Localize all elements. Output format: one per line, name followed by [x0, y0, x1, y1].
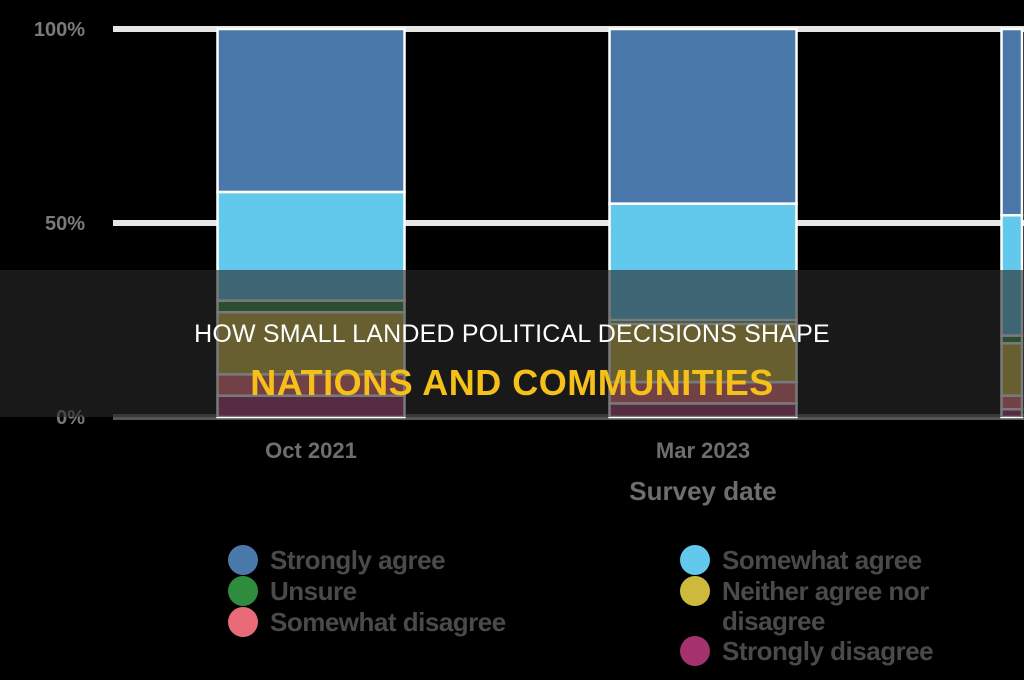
- legend-swatch: [680, 545, 710, 575]
- legend-label: Somewhat agree: [722, 545, 922, 575]
- x-axis-title: Survey date: [629, 476, 776, 506]
- legend-swatch: [228, 576, 258, 606]
- legend-label: Strongly disagree: [722, 636, 934, 666]
- legend-label: Unsure: [270, 576, 357, 606]
- bar-segment: [608, 27, 798, 205]
- bar-segment: [216, 27, 406, 194]
- headline-line-1: HOW SMALL LANDED POLITICAL DECISIONS SHA…: [194, 320, 830, 348]
- y-tick-label: 50%: [45, 213, 85, 235]
- legend-item: Somewhat agree: [680, 545, 1020, 576]
- legend-label: Somewhat disagree: [270, 607, 506, 637]
- legend-item: Somewhat disagree: [228, 607, 648, 638]
- x-tick-label: Mar 2023: [656, 438, 750, 463]
- legend-label: Strongly agree: [270, 545, 446, 575]
- legend-left-column: Strongly agree Unsure Somewhat disagree: [228, 545, 648, 638]
- legend-right-column: Somewhat agree Neither agree nor disagree…: [680, 545, 1020, 667]
- title-overlay: [0, 270, 1024, 417]
- y-tick-label: 100%: [34, 19, 85, 41]
- headline-line-2: NATIONS AND COMMUNITIES: [250, 362, 774, 403]
- x-tick-label: Oct 2021: [265, 438, 357, 463]
- legend-swatch: [228, 545, 258, 575]
- bar-segment: [1000, 27, 1024, 217]
- legend-item: Neither agree nor disagree: [680, 576, 1020, 636]
- legend-item: Strongly disagree: [680, 636, 1020, 667]
- legend-label: Neither agree nor disagree: [722, 576, 929, 636]
- legend-swatch: [680, 576, 710, 606]
- legend-swatch: [680, 636, 710, 666]
- legend-swatch: [228, 607, 258, 637]
- legend-item: Unsure: [228, 576, 648, 607]
- legend-item: Strongly agree: [228, 545, 648, 576]
